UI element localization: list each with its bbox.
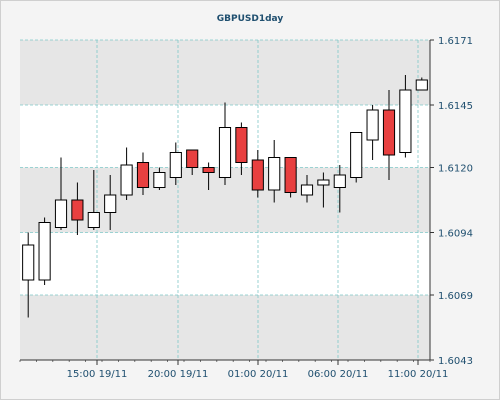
- x-tick-label: 06:00 20/11: [308, 369, 369, 380]
- candle-body-bear: [235, 127, 248, 163]
- candle-body-bull: [350, 132, 363, 178]
- axes: [19, 39, 434, 365]
- y-tick-label: 1.6145: [438, 101, 473, 112]
- x-tick-label: 11:00 20/11: [388, 369, 449, 380]
- plot-band: [20, 40, 430, 105]
- x-tick-label: 20:00 19/11: [148, 369, 209, 380]
- candle-body-bear: [186, 149, 199, 168]
- candle-body-bear: [202, 167, 215, 173]
- y-tick-label: 1.6171: [438, 36, 473, 47]
- candle-body-bear: [71, 199, 84, 221]
- candle-body-bull: [415, 79, 428, 91]
- candle-body-bull: [300, 184, 314, 196]
- candle-body-bull: [120, 164, 133, 196]
- x-tick-label: 01:00 20/11: [228, 369, 289, 380]
- candle-body-bear: [284, 157, 297, 193]
- y-tick-label: 1.6120: [438, 164, 473, 175]
- candle-body-bull: [104, 194, 117, 213]
- candle-body-bear: [136, 162, 150, 188]
- candle-body-bull: [268, 157, 281, 191]
- candle-body-bull: [333, 174, 346, 188]
- candle-body-bull: [22, 244, 35, 281]
- candles: [22, 75, 428, 318]
- candle-body-bull: [169, 152, 182, 178]
- candle-body-bull: [87, 212, 100, 228]
- x-tick-label: 15:00 19/11: [67, 369, 128, 380]
- candle-body-bull: [317, 179, 330, 186]
- x-axis-labels: 15:00 19/11 20:00 19/11 01:00 20/11 06:00 2…: [67, 369, 449, 380]
- candle-body-bull: [399, 89, 412, 153]
- y-tick-label: 1.6043: [438, 356, 473, 367]
- candle-body-bull: [38, 222, 51, 281]
- y-axis-labels: 1.6171 1.6145 1.6120 1.6094 1.6069 1.6043: [438, 36, 473, 367]
- y-tick-label: 1.6094: [438, 229, 473, 240]
- candle-body-bull: [366, 109, 379, 141]
- candle-body-bull: [153, 172, 166, 188]
- candle-body-bull: [54, 199, 68, 228]
- candle-body-bear: [382, 109, 396, 156]
- candle-body-bull: [218, 127, 232, 178]
- chart-title: GBPUSD1day: [217, 14, 284, 24]
- y-tick-label: 1.6069: [438, 291, 473, 302]
- candle-body-bear: [251, 159, 264, 191]
- plot-band: [20, 295, 430, 360]
